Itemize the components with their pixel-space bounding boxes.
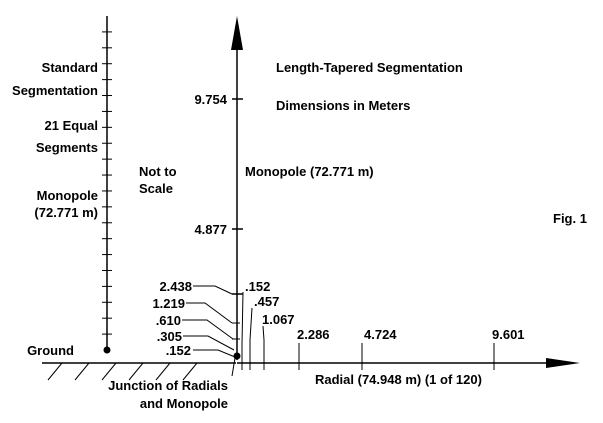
radial-leaders [241, 291, 265, 345]
radial-mark-9601: 9.601 [492, 327, 525, 342]
left-label-length: (72.771 m) [34, 205, 98, 220]
mark-152-vertical: .152 [166, 343, 191, 358]
mark-9754: 9.754 [194, 92, 227, 107]
left-label-equal: 21 Equal [45, 118, 98, 133]
scale-note-line1: Not to [139, 164, 177, 179]
left-label-standard: Standard [42, 60, 98, 75]
tapered-monopole [231, 16, 243, 360]
ground-hatching [47, 362, 198, 381]
scale-note-line2: Scale [139, 181, 173, 196]
left-label-segmentation: Segmentation [12, 83, 98, 98]
mark-305: .305 [157, 329, 182, 344]
main-title: Length-Tapered Segmentation [276, 60, 463, 75]
monopole-label: Monopole (72.771 m) [245, 164, 374, 179]
radial-mark-152: .152 [245, 279, 270, 294]
radial-mark-1067: 1.067 [262, 312, 295, 327]
mark-610: .610 [156, 313, 181, 328]
standard-segment-ticks [102, 31, 112, 335]
radial-arrowhead [546, 358, 580, 368]
standard-monopole [102, 16, 112, 354]
mark-4877: 4.877 [194, 222, 227, 237]
hatch-mark [155, 362, 171, 381]
junction-label-line1: Junction of Radials [108, 378, 228, 393]
junction-label-line2: and Monopole [140, 396, 228, 411]
left-label-monopole: Monopole [37, 188, 98, 203]
hatch-mark [182, 362, 198, 381]
figure-label: Fig. 1 [553, 211, 587, 226]
monopole-arrowhead [231, 16, 243, 50]
leader-1219 [186, 302, 233, 324]
junction-leader [231, 357, 236, 377]
left-label-segments: Segments [36, 140, 98, 155]
radial-label: Radial (74.948 m) (1 of 120) [315, 372, 482, 387]
monopole-leaders [182, 285, 236, 358]
leader-2438 [193, 285, 233, 295]
ground-label: Ground [27, 343, 74, 358]
junction-dot [233, 352, 241, 360]
radial [237, 340, 580, 370]
leader-305 [183, 335, 235, 351]
mark-1219: 1.219 [152, 296, 185, 311]
mark-2438: 2.438 [159, 279, 192, 294]
ground-line [42, 362, 236, 381]
hatch-mark [101, 362, 117, 381]
radial-mark-4724: 4.724 [364, 327, 397, 342]
hatch-mark [128, 362, 144, 381]
hatch-mark [47, 362, 63, 381]
radial-mark-2286: 2.286 [297, 327, 330, 342]
leader-610 [182, 319, 234, 340]
units-subtitle: Dimensions in Meters [276, 98, 410, 113]
standard-feed-dot [103, 346, 111, 354]
leader-152-vertical [193, 349, 236, 358]
hatch-mark [74, 362, 90, 381]
radial-mark-457: .457 [254, 294, 279, 309]
